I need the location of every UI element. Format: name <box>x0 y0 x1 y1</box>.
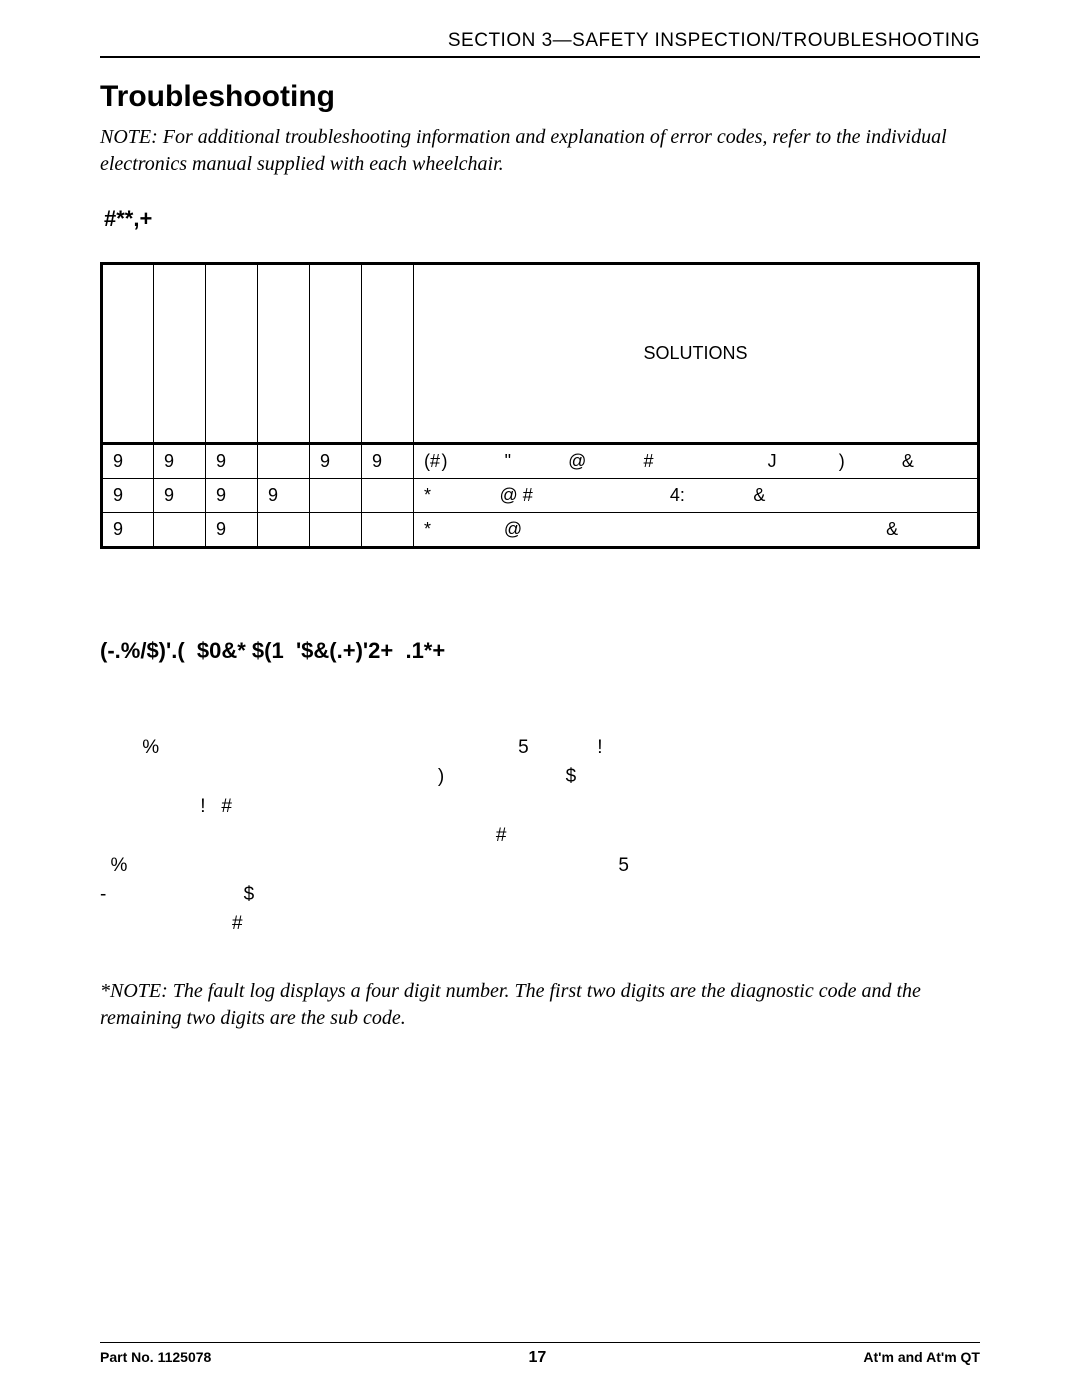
table-row: 9999*@ #4:& <box>102 479 979 513</box>
table-cell: 9 <box>206 444 258 479</box>
table-cell: 9 <box>154 444 206 479</box>
table-cell <box>310 479 362 513</box>
table-cell: 9 <box>102 479 154 513</box>
table-header-cell <box>206 264 258 444</box>
diagnostic-line: ) $ <box>100 762 980 791</box>
diagnostic-line: % 5 ! <box>100 733 980 762</box>
diagnostic-fault-block: (-.%/$)'.( $0&* $(1 '$&(.+)'2+ .1*+ % 5 … <box>100 575 980 968</box>
table-header-solutions: SOLUTIONS <box>414 264 979 444</box>
diagnostic-line: ! # <box>100 792 980 821</box>
footer-page-number: 17 <box>528 1349 546 1367</box>
table-cell: 9 <box>206 513 258 548</box>
table-cell <box>362 479 414 513</box>
table-cell-solution: *@ #4:& <box>414 479 979 513</box>
page-footer: Part No. 1125078 17 At'm and At'm QT <box>100 1342 980 1367</box>
table-header-cell <box>102 264 154 444</box>
table-cell-solution: (# )"@#J )& <box>414 444 979 479</box>
table-cell: 9 <box>102 513 154 548</box>
troubleshooting-table: SOLUTIONS 99999(# )"@#J )&9999*@ #4:&99*… <box>100 262 980 549</box>
table-cell <box>258 513 310 548</box>
table-cell <box>154 513 206 548</box>
table-cell <box>310 513 362 548</box>
table-cell: 9 <box>154 479 206 513</box>
table-cell: 9 <box>258 479 310 513</box>
table-cell: 9 <box>206 479 258 513</box>
note-additional-info: NOTE: For additional troubleshooting inf… <box>100 124 980 178</box>
footer-part-no: Part No. 1125078 <box>100 1349 211 1365</box>
table-cell: 9 <box>102 444 154 479</box>
footer-product: At'm and At'm QT <box>863 1349 980 1365</box>
symbol-heading: #**,+ <box>104 206 980 232</box>
table-cell <box>258 444 310 479</box>
table-header-row: SOLUTIONS <box>102 264 979 444</box>
table-header-cell <box>310 264 362 444</box>
table-header-cell <box>258 264 310 444</box>
diagnostic-line: # <box>100 909 980 938</box>
table-cell-solution: *@& <box>414 513 979 548</box>
diagnostic-line: % 5 <box>100 851 980 880</box>
page-title: Troubleshooting <box>100 80 980 114</box>
diagnostic-line: - $ <box>100 880 980 909</box>
table-cell: 9 <box>362 444 414 479</box>
table-header-cell <box>362 264 414 444</box>
table-cell: 9 <box>310 444 362 479</box>
section-header: SECTION 3—SAFETY INSPECTION/TROUBLESHOOT… <box>100 30 980 58</box>
table-row: 99999(# )"@#J )& <box>102 444 979 479</box>
diagnostic-heading: (-.%/$)'.( $0&* $(1 '$&(.+)'2+ .1*+ <box>100 634 980 668</box>
table-header-cell <box>154 264 206 444</box>
table-row: 9 9 *@& <box>102 513 979 548</box>
table-cell <box>362 513 414 548</box>
diagnostic-line: # <box>100 821 980 850</box>
footnote-fault-log: *NOTE: The fault log displays a four dig… <box>100 978 980 1032</box>
